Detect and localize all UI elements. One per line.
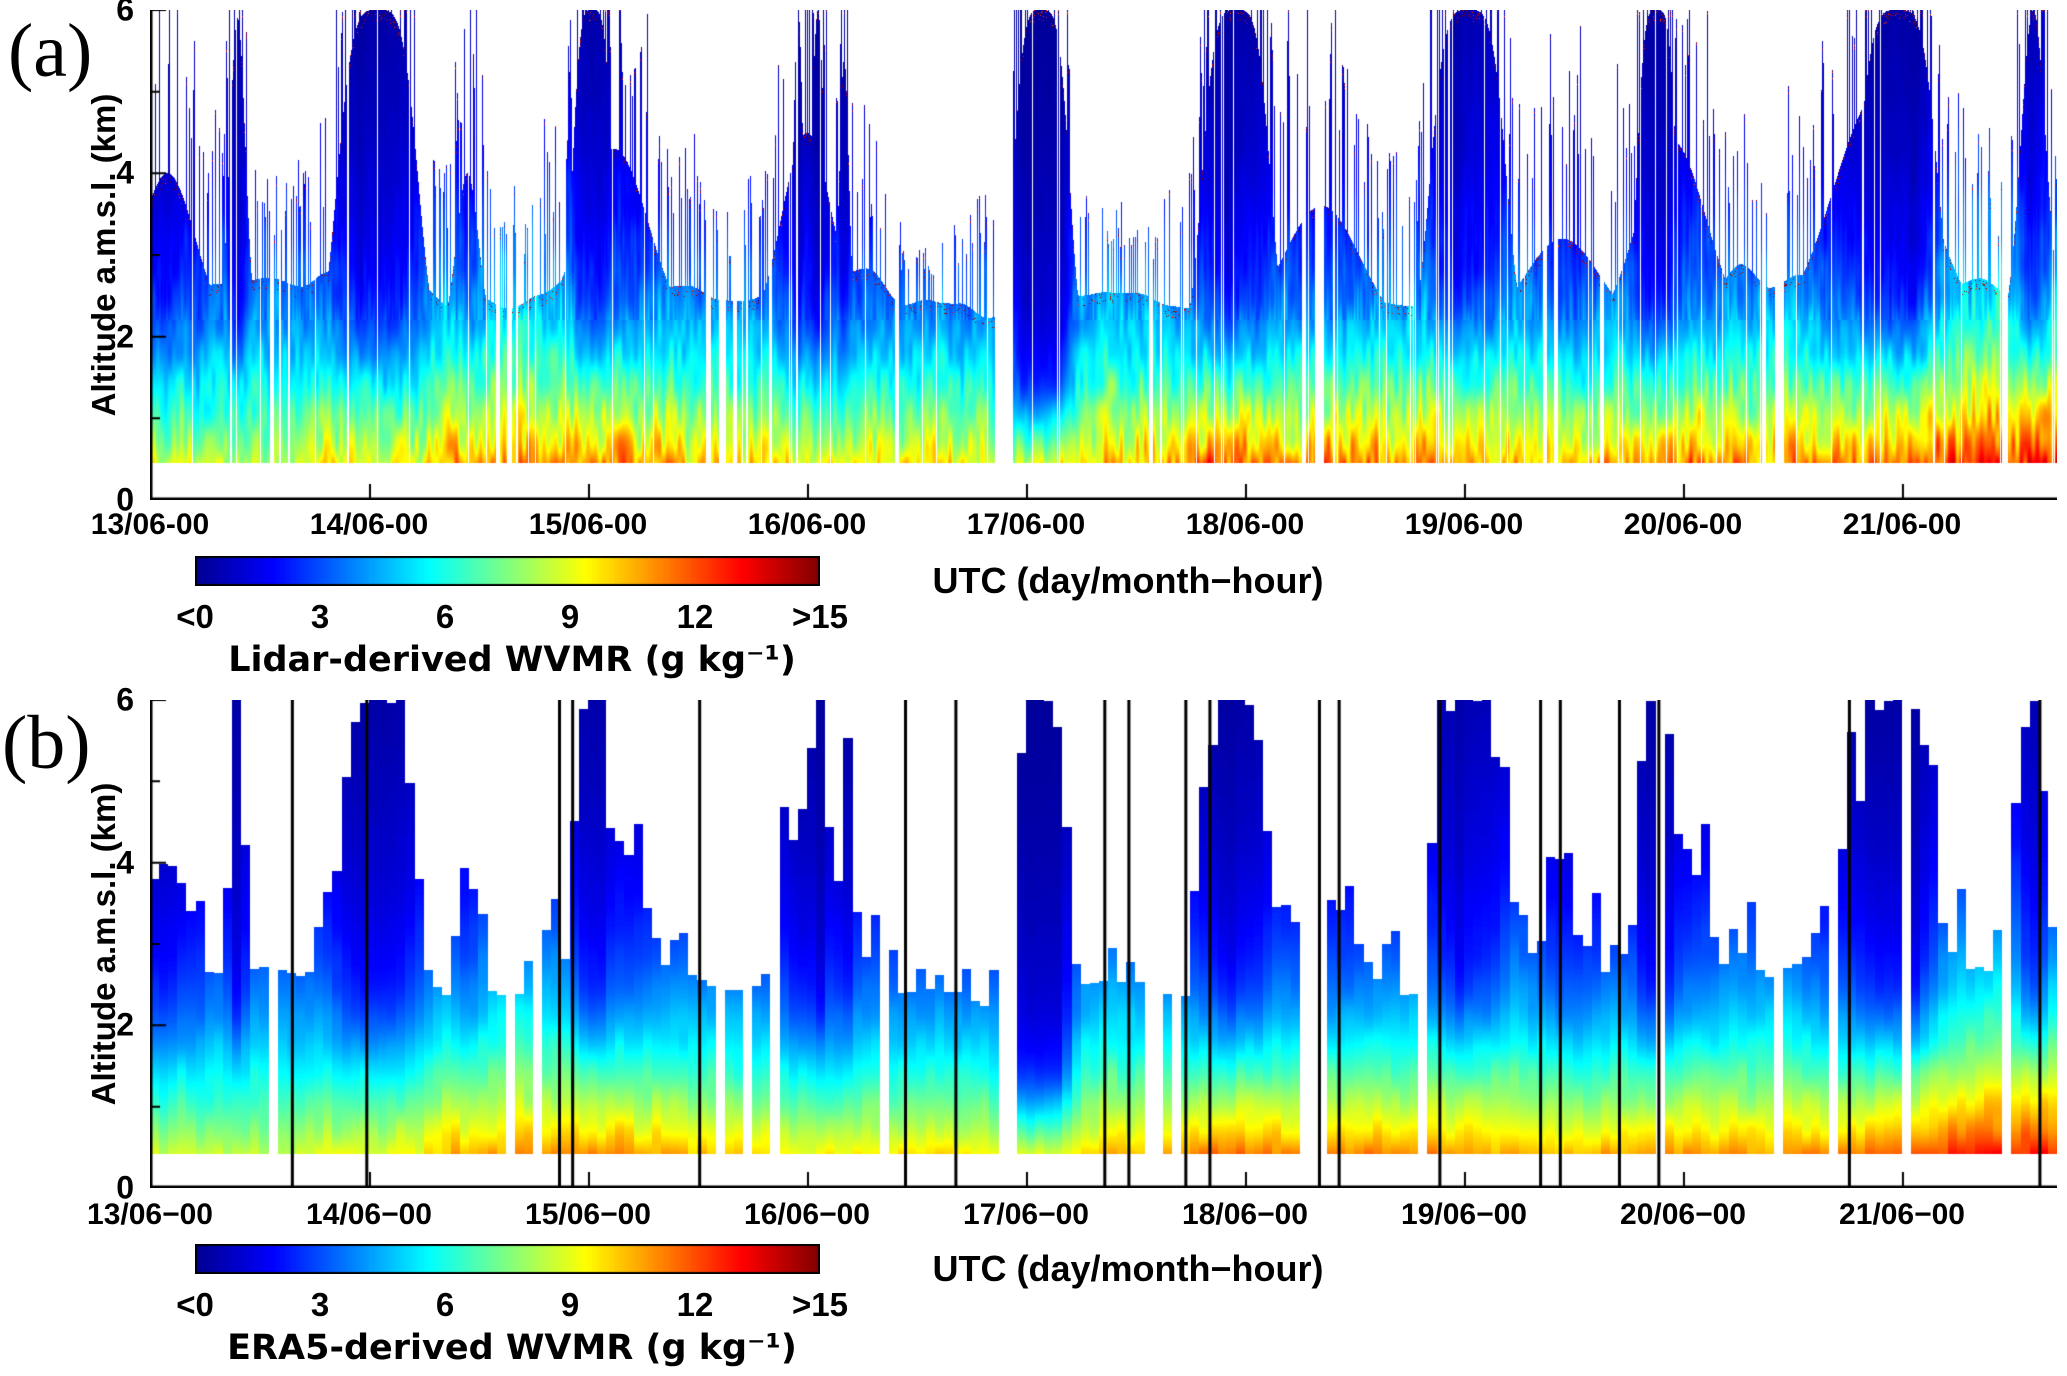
colorbar-tick-label: 12 [676,598,714,635]
colorbar-tick-label: 3 [310,1286,330,1323]
x-tick-label: 19/06−00 [1401,1198,1527,1231]
y-tick-label: 6 [116,0,134,28]
x-tick-label: 18/06-00 [1185,508,1305,541]
x-tick-label: 21/06-00 [1842,508,1962,541]
y-tick-label: 2 [116,318,134,355]
x-tick-label: 20/06−00 [1620,1198,1746,1231]
heatmap-panel-b [150,700,2057,1188]
colorbar-tick-label: 9 [560,1286,580,1323]
y-tick-label: 0 [116,1169,134,1206]
x-axis-title-panel-a: UTC (day/month−hour) [932,560,1324,601]
colorbar-tick-label: >15 [792,598,848,635]
x-tick-label: 21/06−00 [1839,1198,1965,1231]
x-axis-title-panel-b: UTC (day/month−hour) [932,1248,1324,1289]
x-tick-label: 17/06-00 [966,508,1086,541]
colorbar-tick-label: 3 [310,598,330,635]
x-tick-label: 16/06−00 [744,1198,870,1231]
x-tick-label: 15/06−00 [525,1198,651,1231]
x-tick-label: 13/06−00 [87,1198,213,1231]
y-tick-label: 6 [116,681,134,718]
panel-a-label: (a) [8,9,93,93]
x-tick-label: 13/06-00 [90,508,210,541]
colorbar-tick-label: 6 [435,598,455,635]
colorbar-title-panel-a: Lidar-derived WVMR (g kg⁻¹) [228,640,796,680]
y-axis-title-panel-a: Altitude a.m.s.l. (km) [85,93,122,417]
colorbar-panel-b [195,1244,820,1274]
x-tick-label: 17/06−00 [963,1198,1089,1231]
x-tick-label: 14/06-00 [309,508,429,541]
colorbar-tick-label: >15 [792,1286,848,1323]
colorbar-tick-label: <0 [176,1286,214,1323]
y-axis-title-panel-b: Altitude a.m.s.l. (km) [85,782,122,1106]
x-tick-label: 15/06-00 [528,508,648,541]
y-tick-label: 4 [116,844,134,881]
y-tick-label: 0 [116,481,134,518]
y-tick-label: 2 [116,1006,134,1043]
colorbar-tick-label: 6 [435,1286,455,1323]
x-tick-label: 14/06−00 [306,1198,432,1231]
colorbar-panel-a [195,556,820,586]
colorbar-tick-label: <0 [176,598,214,635]
heatmap-panel-a [150,10,2057,500]
colorbar-tick-label: 12 [676,1286,714,1323]
colorbar-tick-label: 9 [560,598,580,635]
colorbar-title-panel-b: ERA5-derived WVMR (g kg⁻¹) [227,1328,797,1368]
panel-b-label: (b) [2,701,91,785]
x-tick-label: 19/06-00 [1404,508,1524,541]
y-tick-label: 4 [116,154,134,191]
x-tick-label: 20/06-00 [1623,508,1743,541]
x-tick-label: 18/06−00 [1182,1198,1308,1231]
x-tick-label: 16/06-00 [747,508,867,541]
